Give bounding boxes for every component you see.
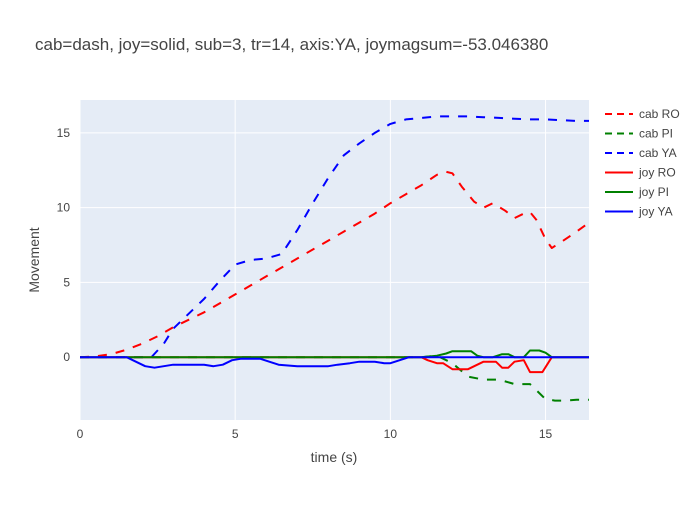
legend-label: joy PI xyxy=(638,185,669,199)
x-tick-label: 10 xyxy=(384,427,398,441)
y-tick-label: 0 xyxy=(63,350,70,364)
y-tick-label: 5 xyxy=(63,275,70,289)
legend-label: cab PI xyxy=(639,127,673,141)
chart-title: cab=dash, joy=solid, sub=3, tr=14, axis:… xyxy=(35,35,548,54)
series-line-joy-ro xyxy=(80,356,589,374)
legend: cab RO cab PI cab YA joy RO joy PI joy YA xyxy=(605,107,680,219)
x-tick-label: 0 xyxy=(77,427,84,441)
plot-area xyxy=(80,100,589,420)
series-lines xyxy=(80,115,589,402)
x-axis-title: time (s) xyxy=(311,449,358,465)
legend-label: joy YA xyxy=(638,205,673,219)
legend-label: joy RO xyxy=(638,166,676,180)
x-tick-label: 5 xyxy=(232,427,239,441)
series-line-joy-pi xyxy=(80,349,589,359)
tick-labels: 0 5 10 15 0 5 10 15 xyxy=(57,126,553,441)
legend-label: cab YA xyxy=(639,146,677,160)
series-line-cab-ya xyxy=(80,115,589,359)
series-line-joy-ya xyxy=(80,356,589,369)
x-tick-label: 15 xyxy=(539,427,553,441)
legend-label: cab RO xyxy=(639,107,680,121)
y-axis-title: Movement xyxy=(26,227,42,292)
y-tick-label: 15 xyxy=(57,126,71,140)
y-tick-label: 10 xyxy=(57,201,71,215)
